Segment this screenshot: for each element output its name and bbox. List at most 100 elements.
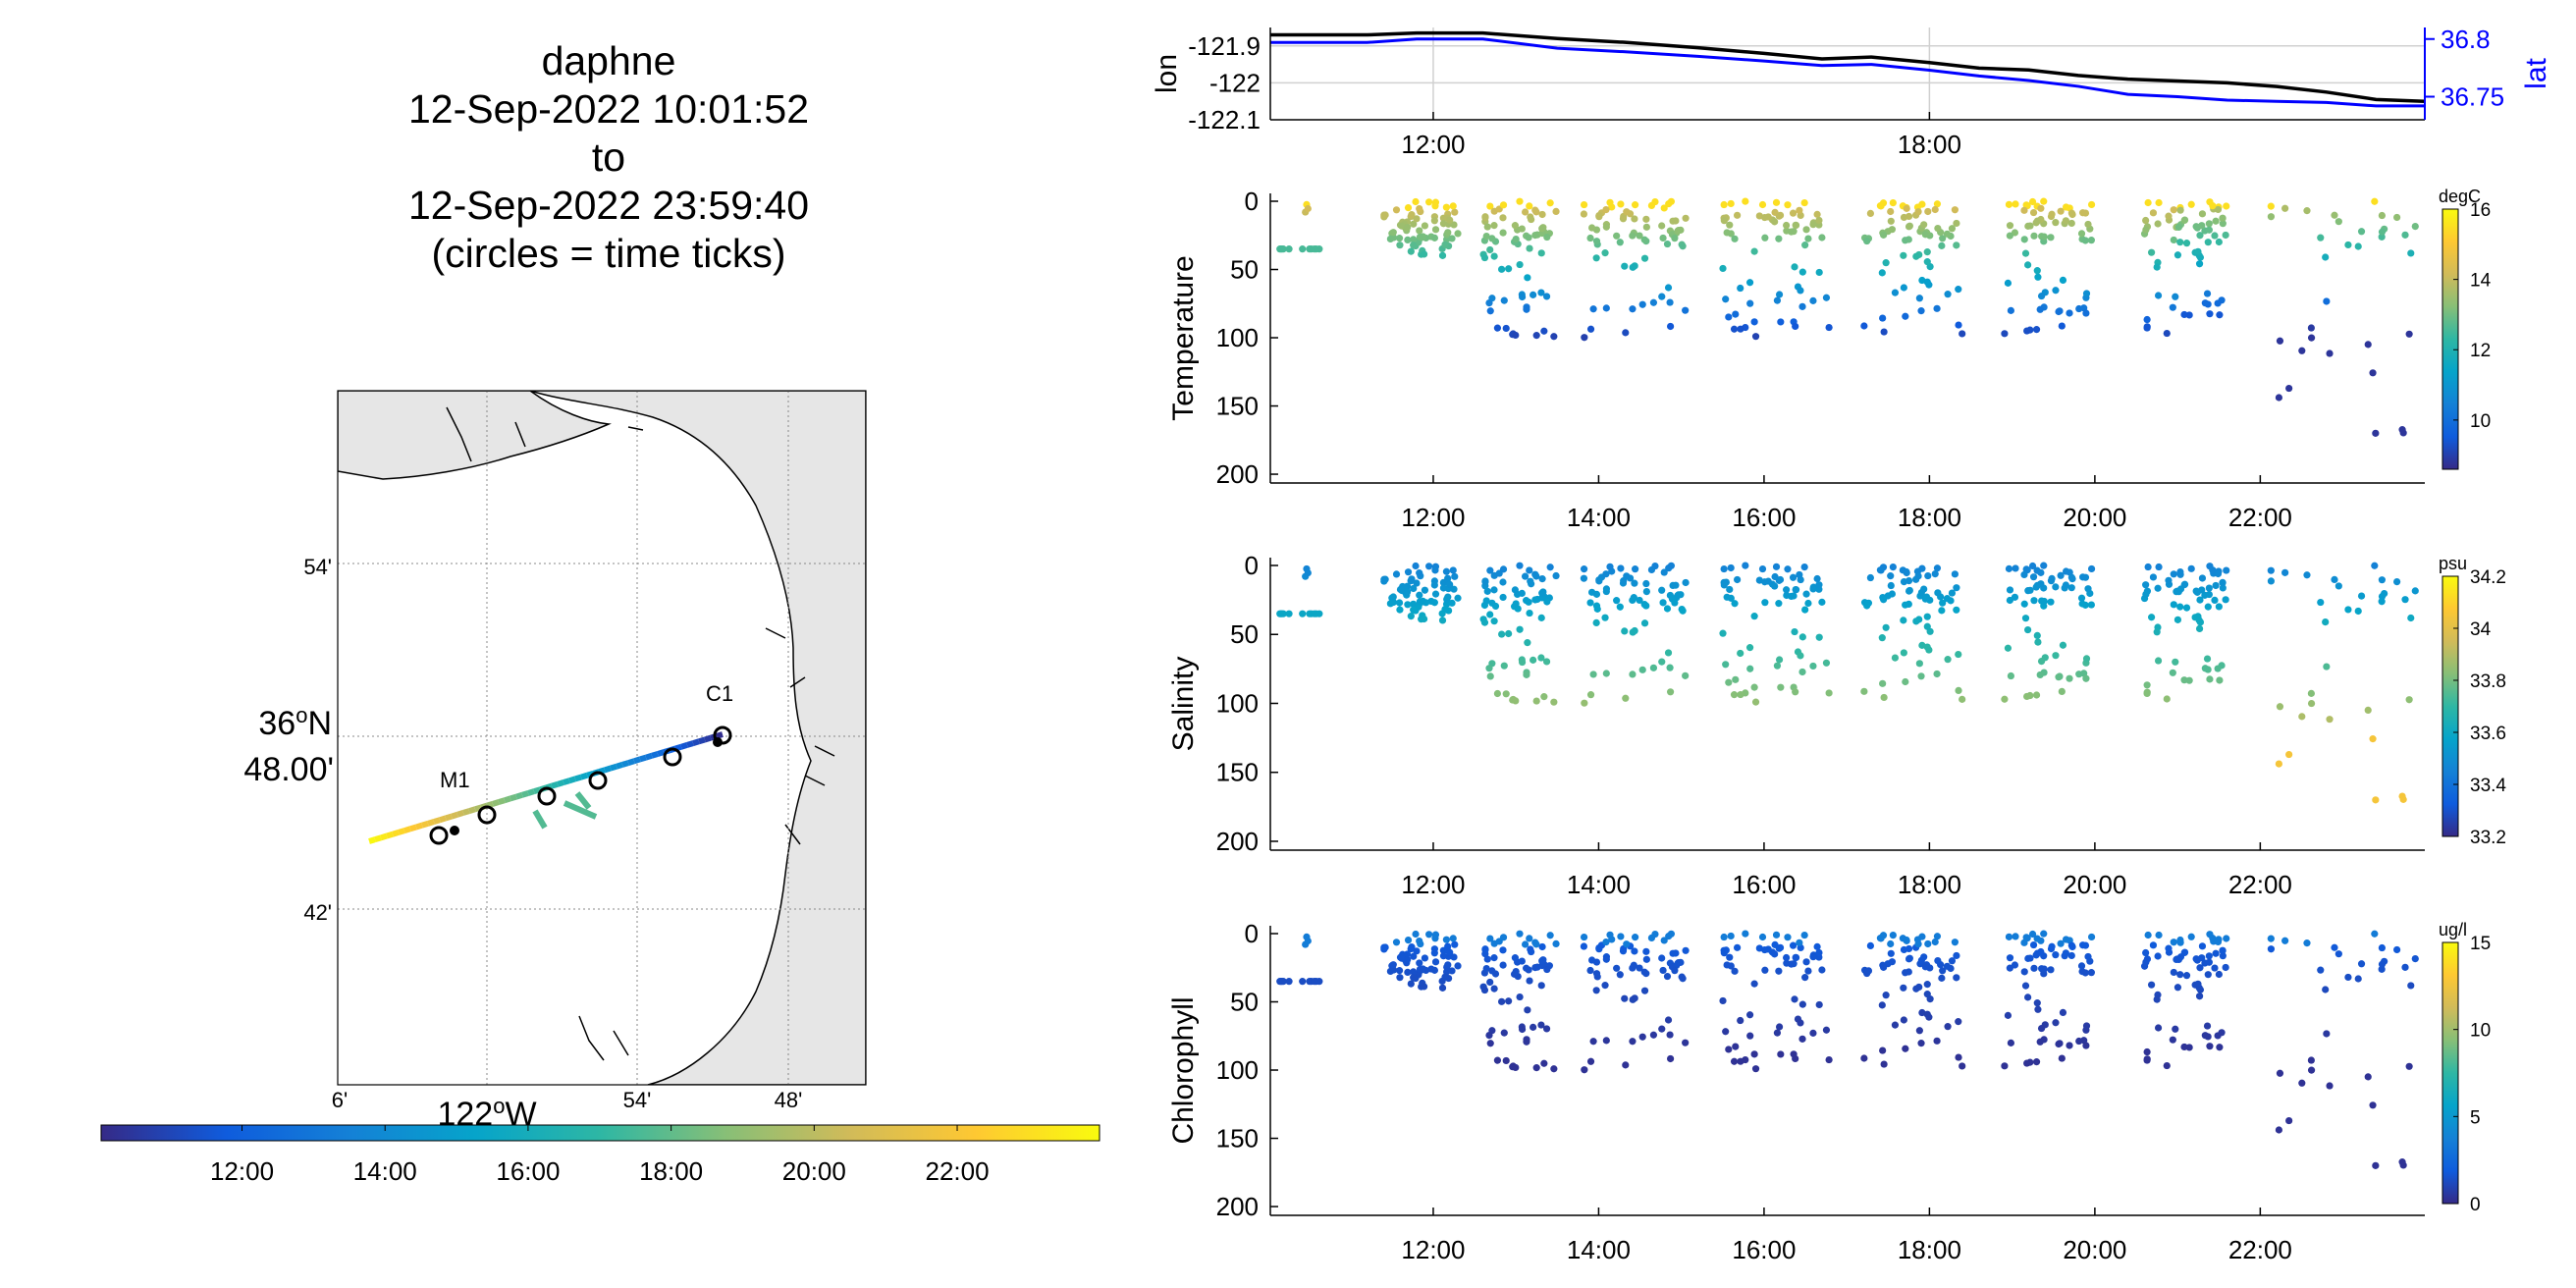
temperature-point	[2192, 223, 2200, 231]
salinity-point	[2082, 674, 2090, 682]
temperature-point	[1933, 304, 1941, 312]
salinity-point	[2032, 691, 2041, 699]
chlorophyll-point	[1888, 958, 1897, 966]
salinity-point	[2170, 570, 2177, 578]
temperature-point	[1587, 224, 1596, 232]
salinity-point	[2144, 563, 2152, 571]
temperature-point	[2323, 297, 2331, 305]
temperature-point	[1866, 209, 1874, 218]
salinity-point	[1917, 672, 1925, 680]
chlorophyll-point	[1750, 980, 1758, 988]
temperature-point	[1664, 284, 1673, 292]
temperature-point	[2149, 209, 2158, 217]
temperature-point	[1532, 208, 1540, 216]
chlorophyll-point	[1444, 961, 1452, 969]
salinity-point	[1516, 562, 1524, 569]
chlorophyll-point	[2023, 1059, 2031, 1067]
temperature-point	[1761, 213, 1769, 222]
chlorophyll-point	[1438, 984, 1447, 992]
chlorophyll-point	[1923, 991, 1931, 998]
salinity-point	[1311, 610, 1318, 617]
temperature-point	[2062, 217, 2069, 225]
temperature-point	[1481, 214, 1489, 222]
title-line-to: to	[591, 134, 626, 180]
temperature-xtick-label: 12:00	[1401, 503, 1465, 532]
chlorophyll-point	[1938, 974, 1946, 982]
salinity-point	[1642, 579, 1650, 588]
salinity-point	[1734, 575, 1742, 584]
temperature-point	[1725, 313, 1733, 321]
salinity-point	[1522, 572, 1530, 580]
chlorophyll-point	[1737, 1057, 1744, 1065]
chlorophyll-point	[2147, 981, 2156, 989]
temperature-point	[2169, 303, 2176, 311]
salinity-point	[1745, 644, 1754, 652]
chlorophyll-point	[1601, 982, 1609, 990]
chlorophyll-point	[2364, 1073, 2372, 1081]
salinity-point	[2323, 663, 2331, 671]
salinity-point	[2326, 716, 2334, 724]
temperature-point	[1758, 200, 1767, 209]
track-segment	[398, 828, 405, 835]
temperature-point	[2165, 212, 2173, 220]
chlorophyll-point	[1955, 1053, 1962, 1061]
chlorophyll-point	[1622, 1061, 1630, 1069]
map-lat-tick-54: 54'	[303, 555, 332, 579]
temperature-point	[1542, 293, 1551, 300]
temperature-point	[1887, 217, 1895, 225]
track-segment	[627, 758, 635, 766]
chlorophyll-point	[1285, 978, 1293, 986]
salinity-point	[2021, 615, 2030, 622]
temperature-point	[2307, 334, 2316, 342]
chlorophyll-point	[1804, 967, 1812, 975]
chlorophyll-point	[1589, 1038, 1597, 1046]
chlorophyll-point	[1719, 996, 1727, 1005]
chlorophyll-point	[2066, 1042, 2073, 1049]
chlorophyll-point	[2165, 944, 2173, 952]
salinity-point	[2209, 566, 2217, 574]
chlorophyll-point	[1542, 1025, 1551, 1033]
salinity-point	[1416, 591, 1423, 599]
chlorophyll-point	[2059, 1008, 2067, 1016]
temperature-point	[1483, 223, 1491, 231]
salinity-point	[1425, 563, 1433, 570]
salinity-point	[1802, 590, 1810, 598]
chlorophyll-point	[1404, 968, 1412, 976]
chlorophyll-point	[1818, 966, 1826, 974]
salinity-point	[1792, 586, 1799, 594]
temperature-point	[1923, 248, 1931, 256]
salinity-point	[1730, 691, 1739, 699]
temperature-point	[1444, 229, 1452, 237]
salinity-point	[1943, 595, 1952, 603]
temperature-point	[1800, 198, 1808, 207]
salinity-point	[1502, 690, 1510, 698]
salinity-point	[1389, 593, 1397, 601]
chlorophyll-point	[1525, 966, 1532, 974]
temperature-point	[1948, 225, 1957, 233]
chlorophyll-point	[1410, 968, 1418, 976]
chlorophyll-point	[2398, 1158, 2406, 1166]
temperature-colorbar	[2442, 208, 2459, 470]
temperature-point	[2056, 307, 2064, 315]
temperature-point	[2307, 324, 2315, 332]
temperature-point	[2022, 201, 2030, 209]
temperature-point	[2334, 218, 2342, 226]
salinity-point	[2407, 614, 2415, 622]
salinity-point	[1616, 603, 1624, 611]
chlorophyll-point	[1543, 965, 1551, 974]
salinity-point	[1488, 599, 1496, 607]
salinity-point	[1444, 593, 1452, 601]
salinity-point	[1526, 609, 1533, 617]
chlorophyll-point	[2170, 968, 2177, 977]
salinity-point	[1638, 666, 1646, 673]
salinity-point	[1918, 564, 1926, 572]
temperature-point	[2154, 220, 2162, 228]
salinity-point	[2153, 628, 2161, 636]
temperature-point	[1905, 212, 1913, 221]
temperature-point	[1430, 234, 1438, 242]
chlorophyll-point	[1730, 1057, 1739, 1065]
temperature-point	[2004, 279, 2012, 287]
salinity-point	[1518, 589, 1526, 597]
chlorophyll-point	[1499, 961, 1507, 969]
